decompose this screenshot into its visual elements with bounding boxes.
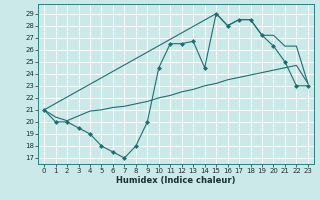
X-axis label: Humidex (Indice chaleur): Humidex (Indice chaleur)	[116, 176, 236, 185]
